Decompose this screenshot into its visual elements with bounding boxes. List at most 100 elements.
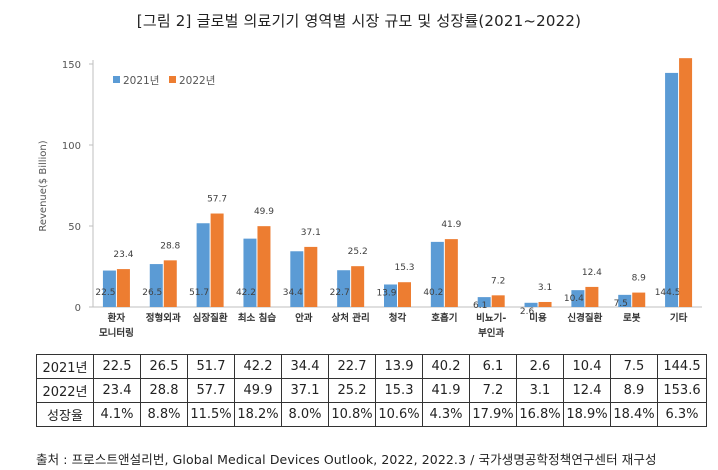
data-label: 12.4	[582, 268, 602, 278]
y-axis-label: Revenue($ Billion)	[38, 140, 49, 231]
table-cell: 17.9%	[469, 402, 517, 427]
table-cell: 37.1	[281, 378, 329, 403]
bar-2021	[384, 284, 397, 307]
category-label: 기타	[670, 312, 688, 324]
category-label: 로봇	[623, 313, 641, 324]
bar-2022	[398, 282, 411, 307]
bar-2021	[149, 264, 163, 307]
table-row: 성장율 4.1% 8.8% 11.5% 18.2% 8.0% 10.8% 10.6% 4.3% 1…	[36, 402, 707, 427]
category-label: 심장질환	[193, 312, 228, 324]
table-cell: 16.8%	[516, 402, 564, 427]
category-label: 비뇨기-	[476, 312, 506, 324]
bar-2022	[444, 239, 458, 307]
data-label: 7.5	[614, 299, 628, 309]
bar-2022	[491, 295, 505, 307]
bar-chart: 0 50 100 150 Revenue($ Billion) 2021년 2022년 22.…	[38, 58, 702, 339]
data-label: 49.9	[254, 207, 274, 217]
table-cell: 40.2	[422, 354, 470, 379]
bar-2022	[538, 301, 552, 307]
table-cell: 22.7	[328, 354, 376, 379]
bar-2021	[430, 241, 444, 307]
category-label: 정형외과	[146, 312, 181, 324]
table-cell: 8.0%	[281, 402, 329, 427]
bar-2022	[632, 292, 646, 307]
row-header: 2021년	[36, 354, 94, 379]
y-tick-label: 150	[62, 60, 81, 71]
bar-2022	[163, 260, 177, 307]
bar-2021	[524, 302, 538, 307]
bar-2021	[102, 270, 116, 307]
table-cell: 10.8%	[328, 402, 376, 427]
bar-2021	[290, 251, 304, 307]
data-label: 22.5	[95, 288, 115, 298]
bar-2021	[477, 297, 491, 307]
category-label: 신경질환	[567, 312, 602, 324]
bar-2022	[679, 58, 693, 307]
bar-2022	[351, 266, 365, 307]
data-label: 6.1	[473, 301, 487, 311]
category-label: 최소 침습	[238, 312, 277, 324]
table-cell: 42.2	[234, 354, 282, 379]
bar-2022	[210, 213, 224, 307]
data-label: 37.1	[301, 228, 321, 238]
data-label: 26.5	[142, 288, 162, 298]
table-cell: 28.8	[140, 378, 188, 403]
table-cell: 7.2	[469, 378, 517, 403]
category-label: 안과	[295, 312, 313, 324]
table-row: 2021년 22.5 26.5 51.7 42.2 34.4 22.7 13.9 40.2 6.1…	[36, 354, 707, 379]
table-cell: 8.8%	[140, 402, 188, 427]
bar-2021	[243, 238, 257, 307]
bar-2021	[618, 294, 632, 307]
data-label: 57.7	[207, 195, 227, 205]
table-cell: 4.1%	[93, 402, 141, 427]
table-cell: 6.1	[469, 354, 517, 379]
table-cell: 11.5%	[187, 402, 235, 427]
table-cell: 49.9	[234, 378, 282, 403]
table-cell: 4.3%	[422, 402, 470, 427]
table-cell: 34.4	[281, 354, 329, 379]
y-tick-label: 50	[68, 222, 81, 233]
data-label: 7.2	[491, 276, 505, 286]
bar-2021	[196, 223, 210, 307]
bar-2021	[665, 72, 679, 307]
category-label: 상처 관리	[332, 312, 370, 324]
table-cell: 15.3	[375, 378, 423, 403]
row-header: 2022년	[36, 378, 94, 403]
legend-swatch	[113, 76, 120, 83]
table-cell: 144.5	[657, 354, 707, 379]
table-cell: 18.2%	[234, 402, 282, 427]
data-label: 15.3	[394, 263, 414, 273]
category-label: 환자	[108, 312, 126, 324]
table-cell: 23.4	[93, 378, 141, 403]
data-label: 10.4	[564, 294, 584, 304]
data-label: 22.7	[330, 288, 350, 298]
source-note: 출처 : 프로스트앤설리번, Global Medical Devices Ou…	[36, 452, 657, 467]
table-cell: 3.1	[516, 378, 564, 403]
y-tick-label: 0	[75, 303, 81, 314]
table-cell: 8.9	[610, 378, 658, 403]
table-cell: 57.7	[187, 378, 235, 403]
category-label: 미용	[529, 312, 547, 324]
table-cell: 18.4%	[610, 402, 658, 427]
category-label: 청각	[389, 312, 407, 324]
data-label: 42.2	[236, 288, 256, 298]
table-cell: 51.7	[187, 354, 235, 379]
legend-swatch	[169, 76, 176, 83]
legend-label: 2021년	[123, 75, 159, 87]
data-label: 2.6	[520, 307, 535, 317]
table-cell: 153.6	[657, 378, 707, 403]
data-label: 144.5	[655, 288, 681, 298]
bar-2021	[337, 270, 351, 307]
data-label: 40.2	[423, 288, 443, 298]
table-cell: 10.4	[563, 354, 611, 379]
table-cell: 2.6	[516, 354, 564, 379]
table-cell: 12.4	[563, 378, 611, 403]
data-label: 41.9	[441, 220, 461, 230]
data-table: 2021년 22.5 26.5 51.7 42.2 34.4 22.7 13.9 40.2 6.1…	[36, 354, 707, 427]
table-cell: 25.2	[328, 378, 376, 403]
bar-2021	[571, 290, 585, 307]
y-tick-label: 100	[62, 141, 81, 152]
table-row: 2022년 23.4 28.8 57.7 49.9 37.1 25.2 15.3 41.9 7.2…	[36, 378, 707, 403]
table-cell: 6.3%	[657, 402, 707, 427]
figure-title: [그림 2] 글로벌 의료기기 영역별 시장 규모 및 성장률(2021~202…	[136, 12, 582, 30]
